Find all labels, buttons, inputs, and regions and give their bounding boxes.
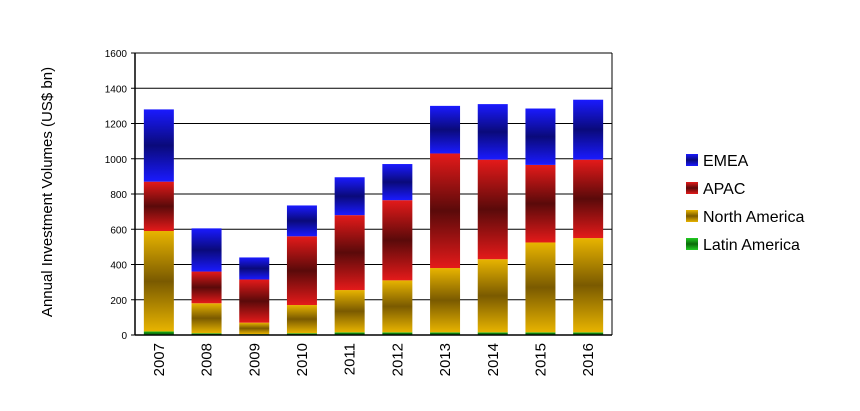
bar-latin-america-2008 — [191, 333, 222, 335]
x-tick-label: 2015 — [532, 343, 549, 376]
bar-apac-2014 — [477, 159, 508, 260]
legend-swatch-latin-america — [686, 238, 698, 250]
x-tick-label: 2009 — [246, 343, 263, 376]
y-axis-label: Annual Investment Volumes (US$ bn) — [39, 67, 56, 317]
bar-emea-2007 — [143, 109, 174, 182]
bar-north-america-2008 — [191, 303, 222, 334]
bar-apac-2016 — [573, 159, 604, 239]
bar-north-america-2007 — [143, 231, 174, 332]
legend-swatch-north-america — [686, 210, 698, 222]
bar-emea-2015 — [525, 108, 556, 165]
bar-emea-2016 — [573, 99, 604, 160]
x-tick-label: 2008 — [199, 343, 216, 376]
tick-labels: 0 200 400 600 800 1000 1200 1400 1600 2007 2008 200… — [105, 49, 597, 376]
bar-apac-2013 — [430, 153, 461, 269]
bar-latin-america-2014 — [477, 332, 508, 335]
bar-latin-america-2013 — [430, 332, 461, 335]
bar-latin-america-2010 — [286, 333, 317, 335]
y-tick-label: 600 — [110, 225, 127, 236]
bar-emea-2012 — [382, 164, 413, 201]
bar-emea-2009 — [239, 257, 270, 280]
bar-emea-2014 — [477, 104, 508, 160]
bar-apac-2010 — [286, 236, 317, 306]
legend-label: EMEA — [703, 153, 749, 170]
y-tick-label: 0 — [121, 331, 127, 342]
y-tick-label: 800 — [110, 190, 127, 201]
bar-north-america-2011 — [334, 290, 365, 333]
bar-emea-2011 — [334, 177, 365, 216]
bar-emea-2008 — [191, 228, 222, 272]
y-tick-label: 1200 — [105, 120, 128, 131]
legend-label: North America — [703, 209, 804, 226]
bar-apac-2011 — [334, 215, 365, 291]
bar-apac-2007 — [143, 181, 174, 232]
bar-apac-2012 — [382, 200, 413, 281]
x-tick-label: 2016 — [580, 343, 597, 376]
bar-apac-2009 — [239, 279, 270, 323]
bars — [143, 99, 604, 335]
bar-latin-america-2011 — [334, 332, 365, 335]
bar-north-america-2015 — [525, 242, 556, 333]
bar-north-america-2016 — [573, 238, 604, 333]
bar-latin-america-2012 — [382, 332, 413, 335]
y-tick-label: 1000 — [105, 155, 128, 166]
bar-apac-2008 — [191, 271, 222, 304]
bar-north-america-2014 — [477, 259, 508, 333]
x-tick-label: 2014 — [485, 343, 502, 376]
y-tick-label: 1600 — [105, 49, 128, 60]
bar-latin-america-2015 — [525, 332, 556, 335]
bar-latin-america-2016 — [573, 332, 604, 335]
y-tick-label: 1400 — [105, 84, 128, 95]
y-tick-label: 200 — [110, 296, 127, 307]
legend: EMEA APAC North America Latin America — [686, 153, 804, 254]
bar-north-america-2013 — [430, 268, 461, 333]
bar-north-america-2012 — [382, 280, 413, 333]
x-tick-label: 2012 — [389, 343, 406, 376]
x-tick-label: 2011 — [342, 343, 359, 375]
legend-label: Latin America — [703, 237, 800, 254]
bar-latin-america-2007 — [143, 331, 174, 335]
legend-swatch-apac — [686, 182, 698, 194]
x-tick-label: 2010 — [294, 343, 311, 376]
legend-label: APAC — [703, 181, 745, 198]
bar-north-america-2009 — [239, 322, 270, 335]
bar-emea-2013 — [430, 105, 461, 154]
x-tick-label: 2007 — [151, 343, 168, 376]
legend-swatch-emea — [686, 154, 698, 166]
bar-apac-2015 — [525, 164, 556, 243]
bar-emea-2010 — [286, 205, 317, 237]
x-tick-label: 2013 — [437, 343, 454, 376]
bar-north-america-2010 — [286, 305, 317, 334]
y-tick-label: 400 — [110, 261, 127, 272]
